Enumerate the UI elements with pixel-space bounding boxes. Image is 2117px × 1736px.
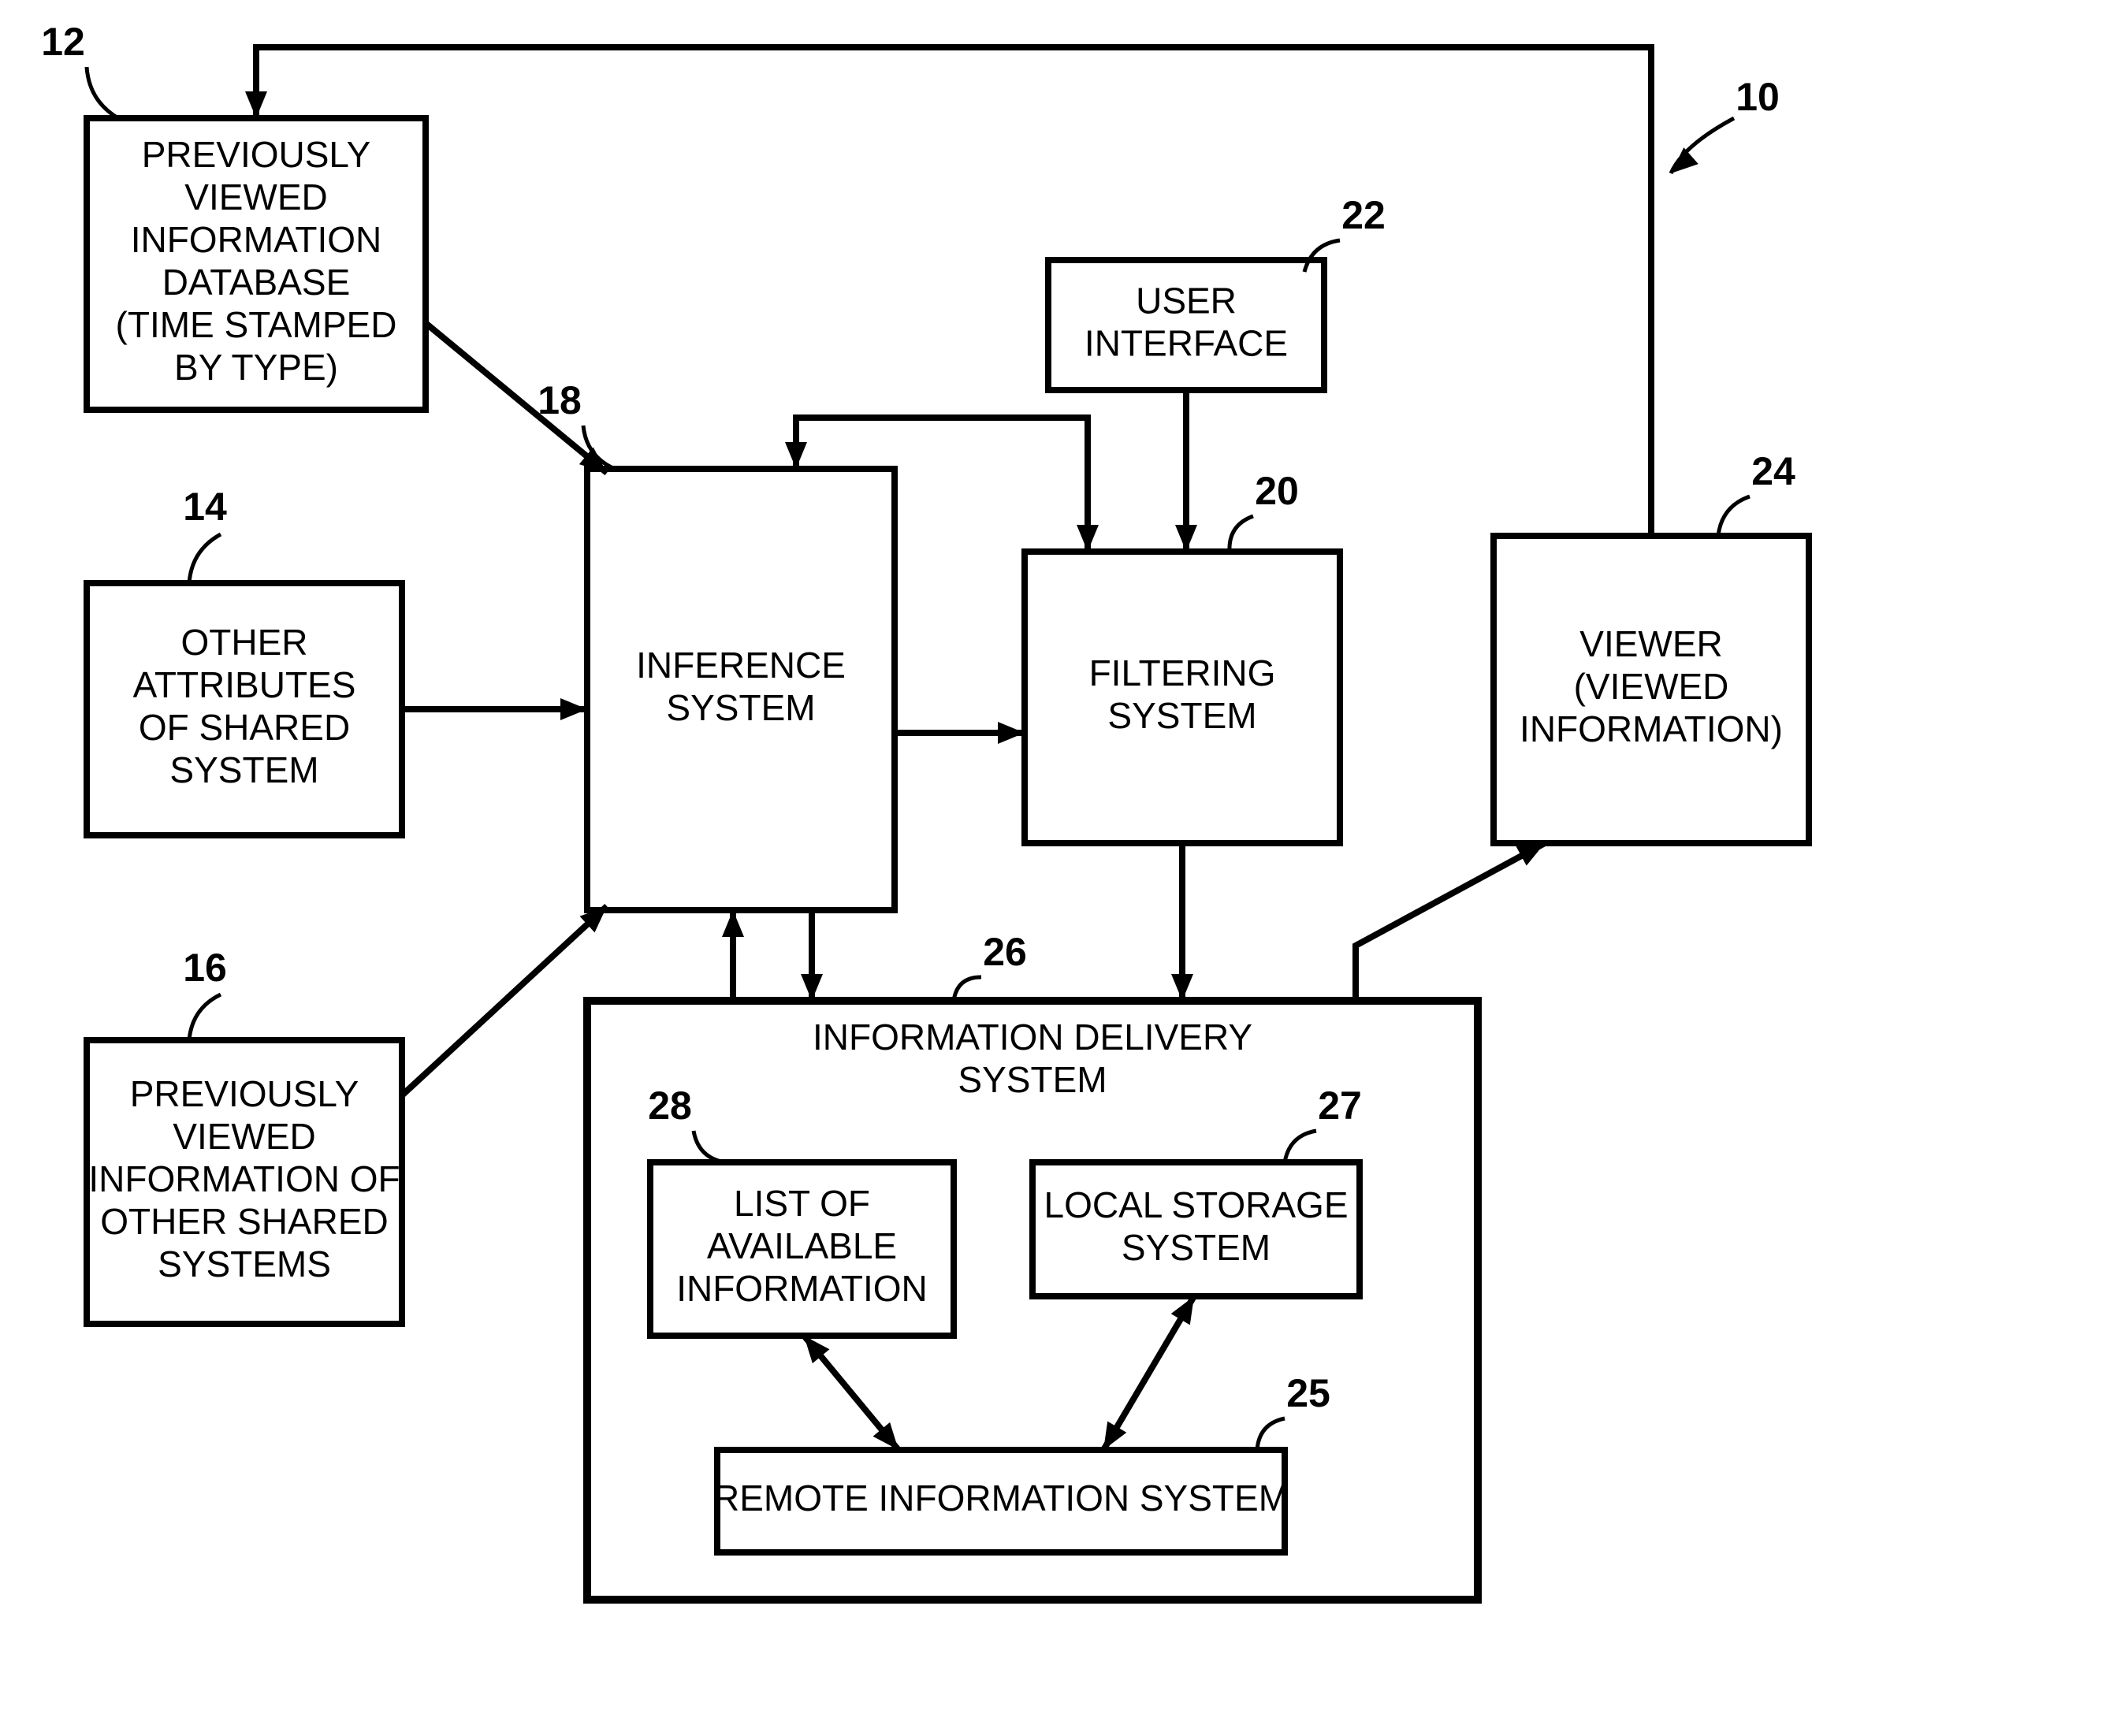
- leader-n24: [1718, 496, 1750, 536]
- ref-n27: 27: [1318, 1084, 1362, 1128]
- leader-n16: [189, 994, 221, 1040]
- ref-n20: 20: [1255, 469, 1299, 513]
- leader-n12: [87, 67, 118, 118]
- leader-n14: [189, 534, 221, 583]
- arrowhead: [1175, 525, 1197, 552]
- e16-18: [402, 906, 607, 1095]
- leader-n20: [1230, 516, 1253, 552]
- ref-n12: 12: [41, 20, 85, 64]
- ref-n16: 16: [183, 946, 227, 990]
- arrowhead: [245, 91, 267, 118]
- ref-n22: 22: [1341, 193, 1386, 237]
- arrowhead: [1171, 974, 1193, 1001]
- arrowhead: [560, 698, 587, 720]
- eids-24: [1356, 843, 1545, 1001]
- ref-n25: 25: [1286, 1371, 1330, 1415]
- arrowhead: [785, 442, 807, 469]
- arrowhead: [1077, 525, 1099, 552]
- label-n25: REMOTE INFORMATION SYSTEM: [713, 1478, 1289, 1519]
- ref-n14: 14: [183, 485, 227, 529]
- arrowhead: [1671, 147, 1698, 173]
- arrowhead: [722, 910, 744, 937]
- ref-10: 10: [1736, 75, 1780, 119]
- arrowhead: [801, 974, 823, 1001]
- ref-n18: 18: [538, 378, 582, 422]
- e24-12: [256, 47, 1651, 536]
- ref-n28: 28: [648, 1084, 692, 1128]
- arrowhead: [998, 722, 1025, 744]
- ref-n24: 24: [1751, 449, 1795, 493]
- ref-ids: 26: [983, 930, 1027, 974]
- diagram-canvas: INFORMATION DELIVERYSYSTEMPREVIOUSLYVIEW…: [0, 0, 2117, 1736]
